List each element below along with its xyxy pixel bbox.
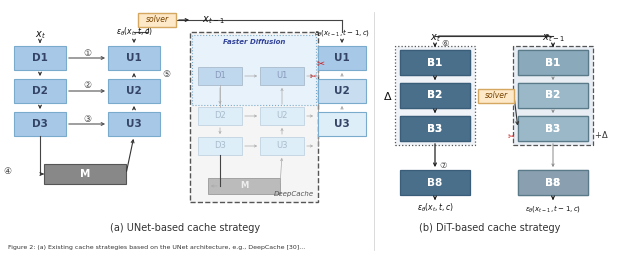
- FancyBboxPatch shape: [190, 32, 318, 202]
- Text: B2: B2: [545, 90, 561, 101]
- Text: U3: U3: [334, 119, 350, 129]
- FancyBboxPatch shape: [14, 79, 66, 103]
- Text: ②: ②: [83, 81, 91, 90]
- FancyBboxPatch shape: [260, 67, 304, 85]
- Text: ✂: ✂: [310, 72, 317, 81]
- Text: ④: ④: [3, 167, 11, 177]
- FancyBboxPatch shape: [198, 67, 242, 85]
- FancyBboxPatch shape: [400, 116, 470, 141]
- FancyBboxPatch shape: [400, 83, 470, 108]
- FancyBboxPatch shape: [518, 170, 588, 195]
- FancyBboxPatch shape: [518, 50, 588, 75]
- Text: D3: D3: [32, 119, 48, 129]
- FancyBboxPatch shape: [108, 46, 160, 70]
- Text: B3: B3: [545, 124, 561, 133]
- FancyBboxPatch shape: [318, 79, 366, 103]
- Text: U1: U1: [126, 53, 142, 63]
- Text: ③: ③: [83, 114, 91, 124]
- FancyBboxPatch shape: [138, 13, 176, 27]
- FancyBboxPatch shape: [260, 107, 304, 125]
- Text: U2: U2: [334, 86, 350, 96]
- Text: (a) UNet-based cache strategy: (a) UNet-based cache strategy: [110, 223, 260, 233]
- FancyBboxPatch shape: [518, 116, 588, 141]
- FancyBboxPatch shape: [14, 112, 66, 136]
- FancyBboxPatch shape: [518, 83, 588, 108]
- FancyBboxPatch shape: [108, 112, 160, 136]
- Text: $\epsilon_\theta(x_{t-1}, t-1, c)$: $\epsilon_\theta(x_{t-1}, t-1, c)$: [525, 203, 581, 213]
- Text: B3: B3: [428, 124, 443, 133]
- FancyBboxPatch shape: [518, 170, 588, 195]
- Text: ⑦: ⑦: [439, 160, 447, 170]
- Text: B2: B2: [545, 90, 561, 101]
- Text: M: M: [240, 181, 248, 191]
- Text: U2: U2: [126, 86, 142, 96]
- FancyBboxPatch shape: [400, 116, 470, 141]
- FancyBboxPatch shape: [518, 83, 588, 108]
- FancyBboxPatch shape: [400, 170, 470, 195]
- Text: ✂: ✂: [508, 132, 515, 140]
- FancyBboxPatch shape: [478, 89, 514, 103]
- Text: ①: ①: [83, 49, 91, 57]
- Text: B1: B1: [545, 57, 561, 68]
- Text: ⑤: ⑤: [162, 70, 170, 79]
- Text: (b) DiT-based cache strategy: (b) DiT-based cache strategy: [419, 223, 561, 233]
- Text: Faster Diffusion: Faster Diffusion: [223, 39, 285, 45]
- Text: D3: D3: [214, 141, 226, 151]
- Text: U3: U3: [276, 141, 288, 151]
- Text: U3: U3: [126, 119, 142, 129]
- Text: $\epsilon_\theta(x_t, t, c)$: $\epsilon_\theta(x_t, t, c)$: [116, 26, 152, 38]
- Text: $x_t$: $x_t$: [429, 32, 440, 44]
- Text: B3: B3: [545, 124, 561, 133]
- Text: DeepCache: DeepCache: [274, 191, 314, 197]
- Text: B1: B1: [545, 57, 561, 68]
- Text: $x_t$: $x_t$: [35, 29, 45, 41]
- Text: $+\Delta$: $+\Delta$: [594, 129, 609, 140]
- FancyBboxPatch shape: [400, 50, 470, 75]
- Text: D2: D2: [214, 112, 226, 120]
- Text: B1: B1: [428, 57, 443, 68]
- Text: U1: U1: [334, 53, 350, 63]
- Text: B3: B3: [428, 124, 443, 133]
- Text: B2: B2: [428, 90, 443, 101]
- FancyBboxPatch shape: [400, 83, 470, 108]
- Text: solver: solver: [145, 16, 168, 24]
- FancyBboxPatch shape: [44, 164, 126, 184]
- FancyBboxPatch shape: [108, 79, 160, 103]
- Text: ⑥: ⑥: [441, 38, 449, 48]
- Text: D1: D1: [32, 53, 48, 63]
- FancyBboxPatch shape: [208, 178, 280, 194]
- FancyBboxPatch shape: [198, 137, 242, 155]
- FancyBboxPatch shape: [192, 35, 316, 105]
- Text: $\Delta$: $\Delta$: [383, 89, 393, 101]
- FancyBboxPatch shape: [395, 46, 475, 145]
- Text: B8: B8: [545, 178, 561, 187]
- Text: Figure 2: (a) Existing cache strategies based on the UNet architecture, e.g., De: Figure 2: (a) Existing cache strategies …: [8, 244, 305, 250]
- FancyBboxPatch shape: [14, 46, 66, 70]
- Text: solver: solver: [484, 92, 508, 101]
- Text: D1: D1: [214, 72, 226, 81]
- FancyBboxPatch shape: [318, 46, 366, 70]
- FancyBboxPatch shape: [518, 50, 588, 75]
- Text: $x_{t-1}$: $x_{t-1}$: [541, 32, 564, 44]
- Text: $x_{t-1}$: $x_{t-1}$: [202, 14, 225, 26]
- Text: U1: U1: [276, 72, 288, 81]
- FancyBboxPatch shape: [513, 46, 593, 145]
- Text: D2: D2: [32, 86, 48, 96]
- Text: M: M: [80, 169, 90, 179]
- FancyBboxPatch shape: [318, 112, 366, 136]
- FancyBboxPatch shape: [518, 116, 588, 141]
- FancyBboxPatch shape: [400, 50, 470, 75]
- Text: B1: B1: [428, 57, 443, 68]
- Text: $\epsilon_\theta(x_t, t, c)$: $\epsilon_\theta(x_t, t, c)$: [417, 202, 453, 214]
- Text: B8: B8: [545, 178, 561, 187]
- FancyBboxPatch shape: [198, 107, 242, 125]
- Text: B2: B2: [428, 90, 443, 101]
- Text: U2: U2: [276, 112, 288, 120]
- Text: B8: B8: [428, 178, 443, 187]
- Text: $\epsilon_\theta(x_{t-1}, t-1, c)$: $\epsilon_\theta(x_{t-1}, t-1, c)$: [314, 27, 370, 37]
- FancyBboxPatch shape: [260, 137, 304, 155]
- Text: ✂: ✂: [317, 58, 325, 68]
